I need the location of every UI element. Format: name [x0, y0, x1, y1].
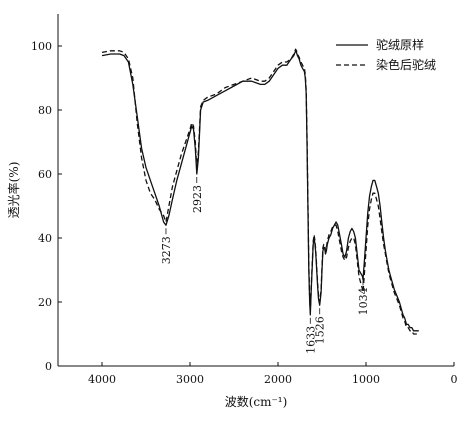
x-tick-label: 1000: [352, 373, 380, 386]
y-tick-label: 60: [38, 168, 52, 181]
y-tick-label: 0: [45, 360, 52, 373]
peak-label: 1633: [304, 326, 317, 354]
y-tick-label: 100: [31, 40, 52, 53]
y-tick-label: 20: [38, 296, 52, 309]
legend-label: 染色后驼绒: [376, 57, 436, 72]
legend-label: 驼绒原样: [376, 37, 424, 52]
x-tick-label: 0: [451, 373, 458, 386]
peak-label: 1034: [357, 287, 370, 315]
y-tick-label: 40: [38, 232, 52, 245]
y-tick-label: 80: [38, 104, 52, 117]
x-axis-title: 波数(cm⁻¹): [225, 394, 288, 409]
peak-label: 3273: [160, 236, 173, 264]
peak-label: 2923: [191, 185, 204, 213]
x-tick-label: 4000: [88, 373, 116, 386]
x-tick-label: 3000: [176, 373, 204, 386]
axes-layer: 4000 3000 2000 1000 0 0 20 40 60 80 100: [31, 14, 458, 386]
peak-label: 1526: [314, 316, 327, 344]
y-axis-title: 透光率(%): [6, 162, 21, 219]
series-line-2: [101, 48, 419, 335]
series-layer: [101, 48, 419, 335]
x-tick-label: 2000: [264, 373, 292, 386]
